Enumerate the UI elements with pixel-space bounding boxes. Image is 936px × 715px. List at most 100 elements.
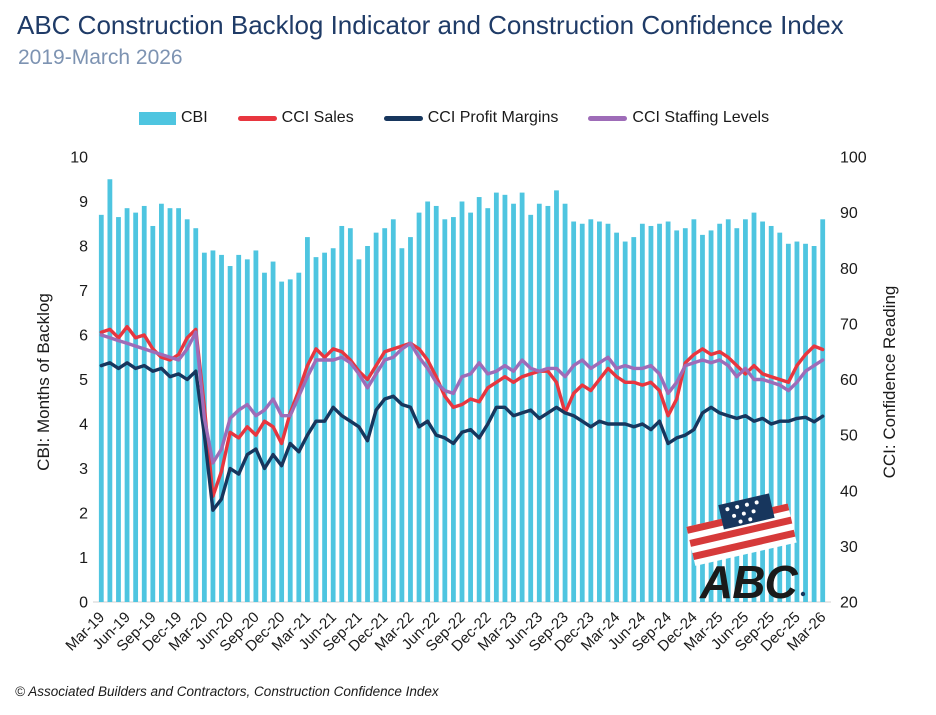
cbi-bar	[588, 219, 594, 603]
cbi-bar	[322, 252, 327, 603]
page-subtitle: 2019-March 2026	[18, 46, 183, 69]
legend-item-label: CCI Profit Margins	[427, 109, 559, 126]
cbi-bar	[433, 205, 439, 602]
right-axis-tick: 40	[840, 483, 858, 500]
cbi-bar	[167, 208, 173, 603]
cbi-bar	[253, 250, 259, 602]
right-axis-tick: 60	[840, 372, 858, 389]
right-axis-tick: 20	[840, 595, 858, 612]
cbi-bar	[605, 223, 611, 602]
copyright-note: © Associated Builders and Contractors, C…	[15, 684, 439, 699]
cbi-bar	[313, 257, 319, 602]
cbi-bar	[116, 217, 121, 602]
cbi-bar	[708, 230, 714, 603]
cbi-bar	[107, 179, 113, 602]
cbi-bar	[519, 192, 525, 602]
cbi-bar	[390, 219, 396, 603]
cbi-bar	[743, 219, 748, 603]
legend-bar-swatch	[139, 111, 176, 125]
left-axis-tick: 9	[79, 194, 88, 211]
page-title: ABC Construction Backlog Indicator and C…	[17, 10, 844, 40]
cbi-bar	[768, 225, 774, 602]
cbi-bar	[244, 259, 250, 602]
right-axis-tick: 70	[840, 316, 858, 333]
cbi-bar	[262, 272, 267, 602]
abc-logo-text: ABC	[699, 556, 798, 608]
left-axis-tick: 10	[70, 150, 88, 167]
cbi-bar	[657, 223, 662, 602]
cbi-bar	[347, 228, 353, 602]
left-axis-tick: 0	[79, 595, 88, 612]
cbi-bar	[159, 203, 164, 602]
cbi-bar	[124, 208, 130, 603]
cbi-bar	[98, 214, 104, 602]
left-axis-tick: 6	[79, 328, 88, 345]
cbi-bar	[382, 228, 388, 602]
cbi-bar	[141, 205, 147, 602]
cbi-bar	[648, 225, 654, 602]
left-axis-tick: 8	[79, 239, 88, 256]
left-axis-tick: 5	[79, 372, 88, 389]
cbi-bar	[330, 248, 336, 602]
cbi-bar	[725, 219, 731, 603]
right-axis-tick: 30	[840, 539, 858, 556]
cbi-bar	[150, 225, 156, 602]
legend-item-cbi: CBI	[139, 109, 208, 127]
cbi-bar	[674, 230, 680, 603]
cci-sales-line	[99, 325, 825, 498]
cbi-bar	[691, 219, 697, 603]
right-axis-tick: 50	[840, 428, 858, 445]
right-axis-tick: 80	[840, 261, 858, 278]
legend-item-label: CCI Staffing Levels	[632, 109, 770, 126]
cbi-bar	[545, 205, 551, 602]
cbi-bar	[287, 279, 293, 602]
abc-logo-registered-dot	[800, 591, 806, 597]
left-axis-tick: 3	[79, 461, 88, 478]
cci-staffing-levels-line	[99, 330, 825, 465]
cbi-bar	[425, 201, 431, 602]
cbi-bar	[579, 223, 585, 602]
abc-logo: ABC	[686, 493, 806, 608]
cbi-bar	[639, 223, 645, 602]
cbi-bar	[614, 232, 619, 602]
abc-logo-flag	[686, 493, 797, 566]
cbi-bar	[210, 250, 216, 602]
cbi-bar	[554, 190, 559, 602]
cbi-bar	[133, 212, 139, 602]
cbi-bar	[682, 228, 688, 602]
legend-line-swatch	[383, 115, 423, 121]
cbi-bar	[442, 219, 448, 603]
legend-line-swatch	[237, 115, 277, 121]
cbi-bar	[803, 243, 808, 602]
cbi-bar	[622, 241, 628, 603]
cbi-bar	[305, 237, 310, 602]
cbi-bar	[459, 201, 465, 602]
legend-item-cci-profit-margins: CCI Profit Margins	[383, 109, 559, 127]
cbi-bar	[536, 203, 542, 602]
cbi-bar	[597, 221, 602, 602]
cbi-bar	[408, 237, 413, 602]
cbi-bar	[416, 212, 422, 602]
cbi-bar	[794, 241, 800, 603]
cbi-bar	[356, 259, 362, 602]
cbi-bar	[562, 203, 568, 602]
cbi-bar	[451, 217, 456, 602]
right-axis-tick: 100	[840, 150, 867, 167]
cbi-bar	[184, 219, 190, 603]
legend-item-label: CBI	[181, 109, 208, 126]
cbi-bar	[734, 228, 740, 602]
cbi-bar	[777, 232, 783, 602]
cbi-bar	[751, 212, 757, 602]
right-axis-title: CCI: Confidence Reading	[880, 286, 899, 479]
cbi-bar	[700, 234, 705, 602]
cbi-bar	[820, 219, 826, 603]
legend-item-cci-sales: CCI Sales	[237, 109, 354, 127]
left-axis-tick: 4	[79, 417, 88, 434]
cbi-bar	[811, 246, 817, 602]
cbi-bar	[571, 221, 577, 602]
left-axis-tick: 2	[79, 506, 88, 523]
right-axis-tick: 90	[840, 205, 858, 222]
cbi-bar	[219, 254, 224, 602]
